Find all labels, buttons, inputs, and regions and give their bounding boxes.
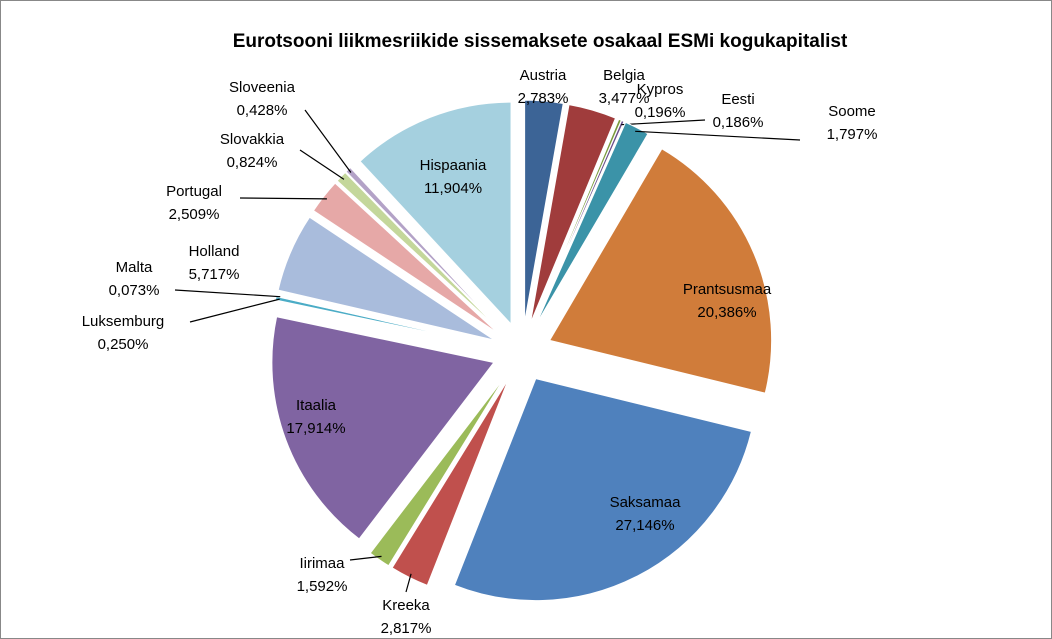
slice-value-label: 1,797% [827, 126, 878, 143]
slice-value-label: 1,592% [297, 578, 348, 595]
pie-slice [533, 119, 625, 325]
slice-label: Austria [520, 67, 567, 84]
leader-line [299, 149, 345, 180]
leader-line [189, 298, 280, 323]
slice-label: Hispaania [420, 157, 487, 174]
leader-line [405, 573, 412, 593]
slice-value-label: 20,386% [697, 304, 756, 321]
slice-value-label: 0,428% [237, 102, 288, 119]
slice-value-label: 0,186% [713, 114, 764, 131]
slice-value-label: 11,904% [424, 180, 482, 197]
slice-value-label: 5,717% [189, 266, 240, 283]
slice-label: Portugal [166, 183, 222, 200]
slice-label: Belgia [603, 67, 645, 84]
leader-line [239, 197, 327, 200]
slice-label: Prantsusmaa [683, 281, 772, 298]
slice-value-label: 2,817% [381, 620, 432, 637]
slice-label: Kypros [637, 81, 684, 98]
slice-value-label: 17,914% [286, 420, 345, 437]
slice-label: Iirimaa [299, 555, 345, 572]
pie-slice [271, 316, 495, 540]
slice-value-label: 3,477% [599, 90, 650, 107]
pie-slice [529, 104, 617, 324]
slice-value-label: 0,196% [635, 104, 686, 121]
leader-line [174, 289, 281, 298]
leader-line [621, 119, 706, 126]
pie-slice [336, 171, 501, 332]
leader-line [304, 109, 352, 173]
slice-value-label: 0,824% [227, 154, 278, 171]
slice-label: Saksamaa [610, 494, 682, 511]
pie-slice [369, 376, 506, 567]
slice-value-label: 2,509% [169, 206, 220, 223]
slice-value-label: 2,783% [518, 90, 569, 107]
slice-label: Malta [116, 259, 153, 276]
pie-slice [391, 378, 510, 587]
leader-line [349, 555, 382, 561]
slice-label: Kreeka [382, 597, 430, 614]
pie-slice [359, 101, 512, 326]
slice-label: Soome [828, 103, 876, 120]
pie-slice [312, 182, 499, 334]
slice-label: Slovakkia [220, 131, 285, 148]
slice-value-label: 0,073% [109, 282, 160, 299]
leader-line [635, 130, 801, 141]
pie-slice [524, 99, 564, 323]
slice-label: Luksemburg [82, 313, 165, 330]
slice-label: Holland [189, 243, 240, 260]
slice-value-label: 27,146% [615, 517, 674, 534]
pie-slice [277, 216, 495, 341]
slice-label: Eesti [721, 91, 754, 108]
slice-label: Sloveenia [229, 79, 296, 96]
chart-title: Eurotsooni liikmesriikide sissemaksete o… [233, 31, 848, 52]
slice-value-label: 0,250% [98, 336, 149, 353]
slice-label: Itaalia [296, 397, 337, 414]
pie-slice [535, 121, 649, 326]
pie-slice [453, 378, 753, 602]
pie-slice [548, 148, 773, 394]
